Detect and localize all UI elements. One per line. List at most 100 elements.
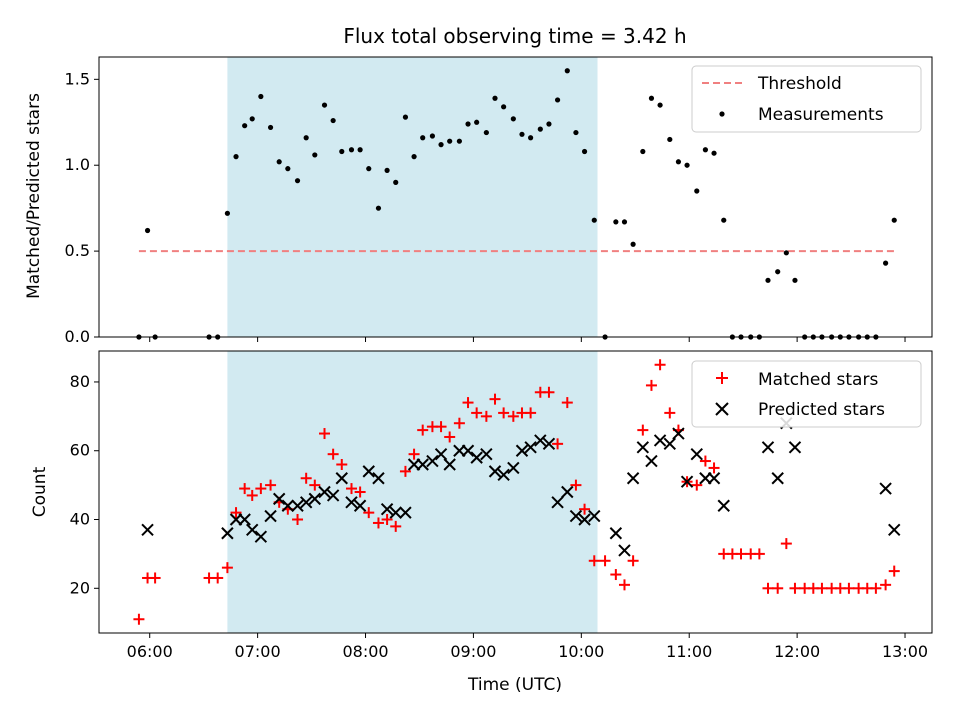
matched-point [444, 431, 456, 443]
predicted-point [626, 472, 640, 485]
measurement-point [702, 147, 709, 153]
x-tick-label: 07:00 [235, 642, 281, 661]
matched-point [489, 393, 501, 405]
measurement-point [648, 95, 655, 101]
predicted-point [588, 509, 601, 523]
predicted-point-b [672, 427, 685, 440]
measurement-point [357, 147, 363, 153]
measurement-point [891, 217, 897, 223]
measurement-point [233, 154, 239, 160]
matched-point [780, 538, 792, 550]
measurement-point [501, 104, 507, 110]
predicted-point-b [254, 530, 268, 543]
predicted-point-b [238, 513, 251, 526]
predicted-point [335, 472, 348, 485]
matched-point [627, 555, 639, 567]
measurement-point [375, 205, 382, 211]
observing-window-band [227, 57, 598, 337]
legend-matched-swatch [716, 372, 728, 384]
predicted-point-b [480, 447, 493, 461]
matched-point [570, 479, 582, 491]
predicted-point [345, 496, 358, 509]
matched-point [552, 438, 564, 450]
x-tick-label: 06:00 [127, 642, 173, 661]
predicted-point [434, 447, 448, 461]
predicted-point-b [141, 523, 154, 537]
matched-point [637, 424, 649, 436]
predicted-point [690, 447, 703, 461]
predicted-point [426, 454, 439, 468]
predicted-point-b [291, 499, 304, 512]
predicted-point [717, 499, 730, 512]
legend-predicted-swatch [715, 402, 729, 416]
measurement-point [564, 68, 570, 74]
bottom-legend: Matched stars Predicted stars [691, 360, 922, 428]
measurement-point [775, 269, 781, 275]
measurement-point [613, 219, 619, 225]
measurement-point [630, 241, 636, 247]
predicted-point [416, 458, 429, 471]
measurement-point [675, 159, 682, 165]
predicted-point-b [221, 527, 234, 540]
predicted-point-b [488, 465, 502, 478]
predicted-point [618, 544, 631, 557]
predicted-point-b [416, 458, 429, 471]
predicted-point-b [534, 434, 547, 447]
predicted-point [507, 461, 520, 475]
predicted-point [372, 472, 385, 485]
measurement-point [492, 95, 498, 101]
matched-point [133, 613, 145, 625]
predicted-point-b [443, 458, 456, 471]
predicted-point-b [318, 485, 331, 499]
measurement-point [438, 142, 444, 148]
measurement-point [294, 178, 301, 184]
matched-point [255, 483, 267, 495]
measurement-point [792, 277, 798, 283]
measurement-point [276, 159, 282, 165]
matched-point [435, 421, 447, 433]
x-tick-label: 13:00 [882, 642, 928, 661]
measurement-point [657, 102, 663, 108]
measurement-point [554, 97, 561, 103]
predicted-point [380, 502, 394, 516]
matched-point [212, 572, 224, 584]
matched-point [543, 386, 555, 398]
matched-point [480, 410, 492, 422]
predicted-point-b [761, 441, 775, 454]
x-tick-label: 12:00 [774, 642, 820, 661]
matched-point [507, 410, 519, 422]
predicted-point [399, 506, 412, 519]
predicted-point [264, 509, 277, 523]
predicted-point-b [653, 434, 667, 447]
predicted-point-b [399, 506, 412, 519]
legend-matched-label: Matched stars [758, 370, 878, 390]
matched-point [345, 483, 357, 495]
matched-point [610, 569, 622, 581]
matched-point [561, 397, 573, 409]
predicted-point [636, 441, 650, 454]
predicted-point-b [345, 496, 358, 509]
predicted-point-b [470, 451, 483, 464]
predicted-point [221, 527, 234, 540]
predicted-point [515, 444, 529, 457]
predicted-point [569, 509, 583, 523]
predicted-point [672, 427, 685, 440]
predicted-point-b [888, 523, 901, 537]
matched-point [149, 572, 161, 584]
legend-measurements-swatch [719, 111, 725, 117]
matched-point [645, 379, 657, 391]
measurement-point [366, 166, 372, 172]
measurement-point [312, 152, 318, 158]
matched-point [462, 397, 474, 409]
matched-point [753, 548, 765, 560]
predicted-point-b [426, 454, 439, 468]
predicted-point [524, 441, 537, 454]
predicted-point [461, 444, 475, 457]
measurement-point [402, 114, 409, 120]
measurement-point [224, 210, 231, 216]
measurement-point [249, 116, 255, 122]
predicted-point-b [588, 509, 601, 523]
predicted-point [663, 437, 677, 451]
predicted-point [318, 485, 331, 499]
predicted-point [707, 472, 721, 485]
